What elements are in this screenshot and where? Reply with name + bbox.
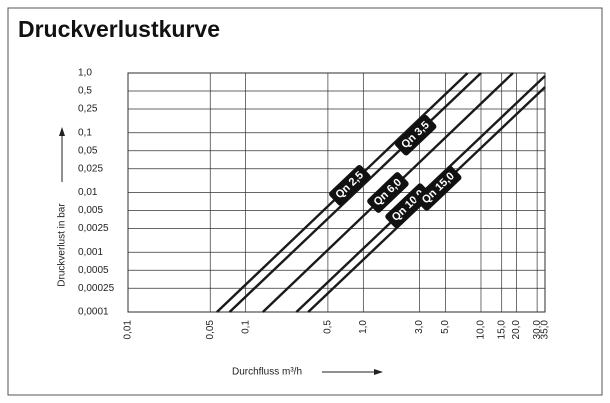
x-tick-label: 0,01 <box>123 320 134 340</box>
x-tick-label: 20,0 <box>511 320 522 340</box>
y-tick-label: 0,0025 <box>78 223 109 234</box>
x-tick-label: 10,0 <box>476 320 487 340</box>
y-tick-label: 0,01 <box>78 187 98 198</box>
x-tick-label: 0,1 <box>240 320 251 334</box>
x-tick-label: 3,0 <box>414 320 425 334</box>
y-tick-label: 1,0 <box>78 68 92 79</box>
series-label-box <box>329 165 371 206</box>
x-tick-label: 0,05 <box>205 320 216 340</box>
y-tick-label: 0,5 <box>78 86 92 97</box>
series-label-box <box>367 172 409 213</box>
y-tick-label: 0,25 <box>78 104 98 115</box>
x-axis-label: Durchfluss m³/h <box>232 367 302 378</box>
y-tick-label: 0,00025 <box>78 283 115 294</box>
arrowhead <box>374 369 383 375</box>
y-tick-label: 0,0005 <box>78 265 109 276</box>
y-tick-label: 0,005 <box>78 205 103 216</box>
y-axis-label-group: Druckverlust in bar <box>57 127 68 287</box>
arrowhead <box>59 127 65 136</box>
x-tick-label: 15,0 <box>496 320 507 340</box>
chart-title: Druckverlustkurve <box>18 16 220 42</box>
y-tick-label: 0,025 <box>78 163 103 174</box>
y-tick-label: 0,0001 <box>78 307 109 318</box>
x-tick-label: 5,0 <box>440 320 451 334</box>
x-tick-label: 30,0 <box>532 320 543 340</box>
x-tick-label: 1,0 <box>358 320 369 334</box>
y-tick-label: 0,1 <box>78 127 92 138</box>
x-tick-label: 35,0 <box>540 320 551 340</box>
series-label-box <box>394 114 437 156</box>
y-tick-label: 0,001 <box>78 247 103 258</box>
series-label-box <box>415 165 462 211</box>
y-tick-label: 0,05 <box>78 145 98 156</box>
y-axis-label: Druckverlust in bar <box>57 203 68 287</box>
x-tick-label: 0,5 <box>323 320 334 334</box>
x-axis-label-group: Durchfluss m³/h <box>232 367 383 378</box>
